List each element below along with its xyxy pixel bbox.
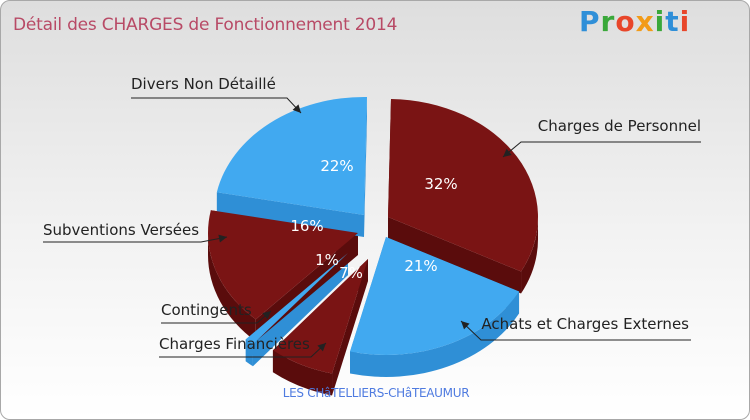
pie-tops	[208, 96, 538, 374]
slice-category-label: Divers Non Détaillé	[131, 75, 276, 93]
pie-labels: 32% Charges de Personnel 21% Achats et Char…	[43, 75, 701, 358]
pie-slice-side	[208, 233, 256, 342]
leader-arrow	[461, 321, 470, 330]
pie-slice-wall	[364, 97, 367, 238]
pie-slice	[245, 253, 348, 345]
slice-percent-label: 7%	[339, 264, 363, 282]
pie-slice	[350, 237, 520, 355]
slice-percent-label: 16%	[290, 217, 323, 235]
slice-category-label: Charges Financières	[159, 335, 310, 353]
logo-letter: i	[679, 5, 691, 38]
pie-slice	[388, 99, 538, 272]
leader-arrow	[503, 148, 512, 157]
logo-letter: i	[654, 5, 666, 38]
slice-category-label: Achats et Charges Externes	[481, 315, 689, 333]
leader-line	[460, 320, 691, 341]
leader-line	[43, 236, 228, 243]
slice-category-label: Contingents	[161, 301, 252, 319]
logo-letter: P	[579, 5, 601, 38]
leader-line	[131, 97, 302, 114]
pie-slice	[216, 96, 367, 215]
logo-letter: t	[665, 5, 680, 38]
logo-letter: o	[615, 5, 636, 38]
pie-slice-side	[350, 291, 520, 377]
pie-slice-side	[521, 217, 538, 294]
slice-category-label: Charges de Personnel	[538, 117, 701, 135]
chart-title: Détail des CHARGES de Fonctionnement 201…	[13, 15, 398, 35]
leader-arrow	[317, 343, 326, 352]
slice-percent-label: 32%	[424, 175, 457, 193]
leader-arrow	[262, 311, 271, 320]
leader-arrow	[292, 104, 301, 113]
slice-percent-label: 1%	[315, 251, 339, 269]
pie-slice-wall	[388, 217, 522, 294]
slice-category-label: Subventions Versées	[43, 221, 199, 239]
logo-letter: x	[635, 5, 655, 38]
slice-percent-label: 21%	[404, 257, 437, 275]
pie-slice	[272, 259, 368, 374]
pie-slice	[208, 210, 358, 320]
pie-slice-side	[272, 350, 333, 396]
logo-letter: r	[600, 5, 616, 38]
pie-slice-wall	[332, 259, 368, 396]
leader-line	[502, 141, 701, 158]
commune-name: LES CHâTELLIERS-CHâTEAUMUR	[282, 386, 470, 400]
leader-arrow	[218, 234, 227, 243]
pie-slice-wall	[216, 192, 364, 237]
slice-percent-label: 22%	[320, 157, 353, 175]
proxiti-logo: Proxiti	[579, 5, 690, 45]
